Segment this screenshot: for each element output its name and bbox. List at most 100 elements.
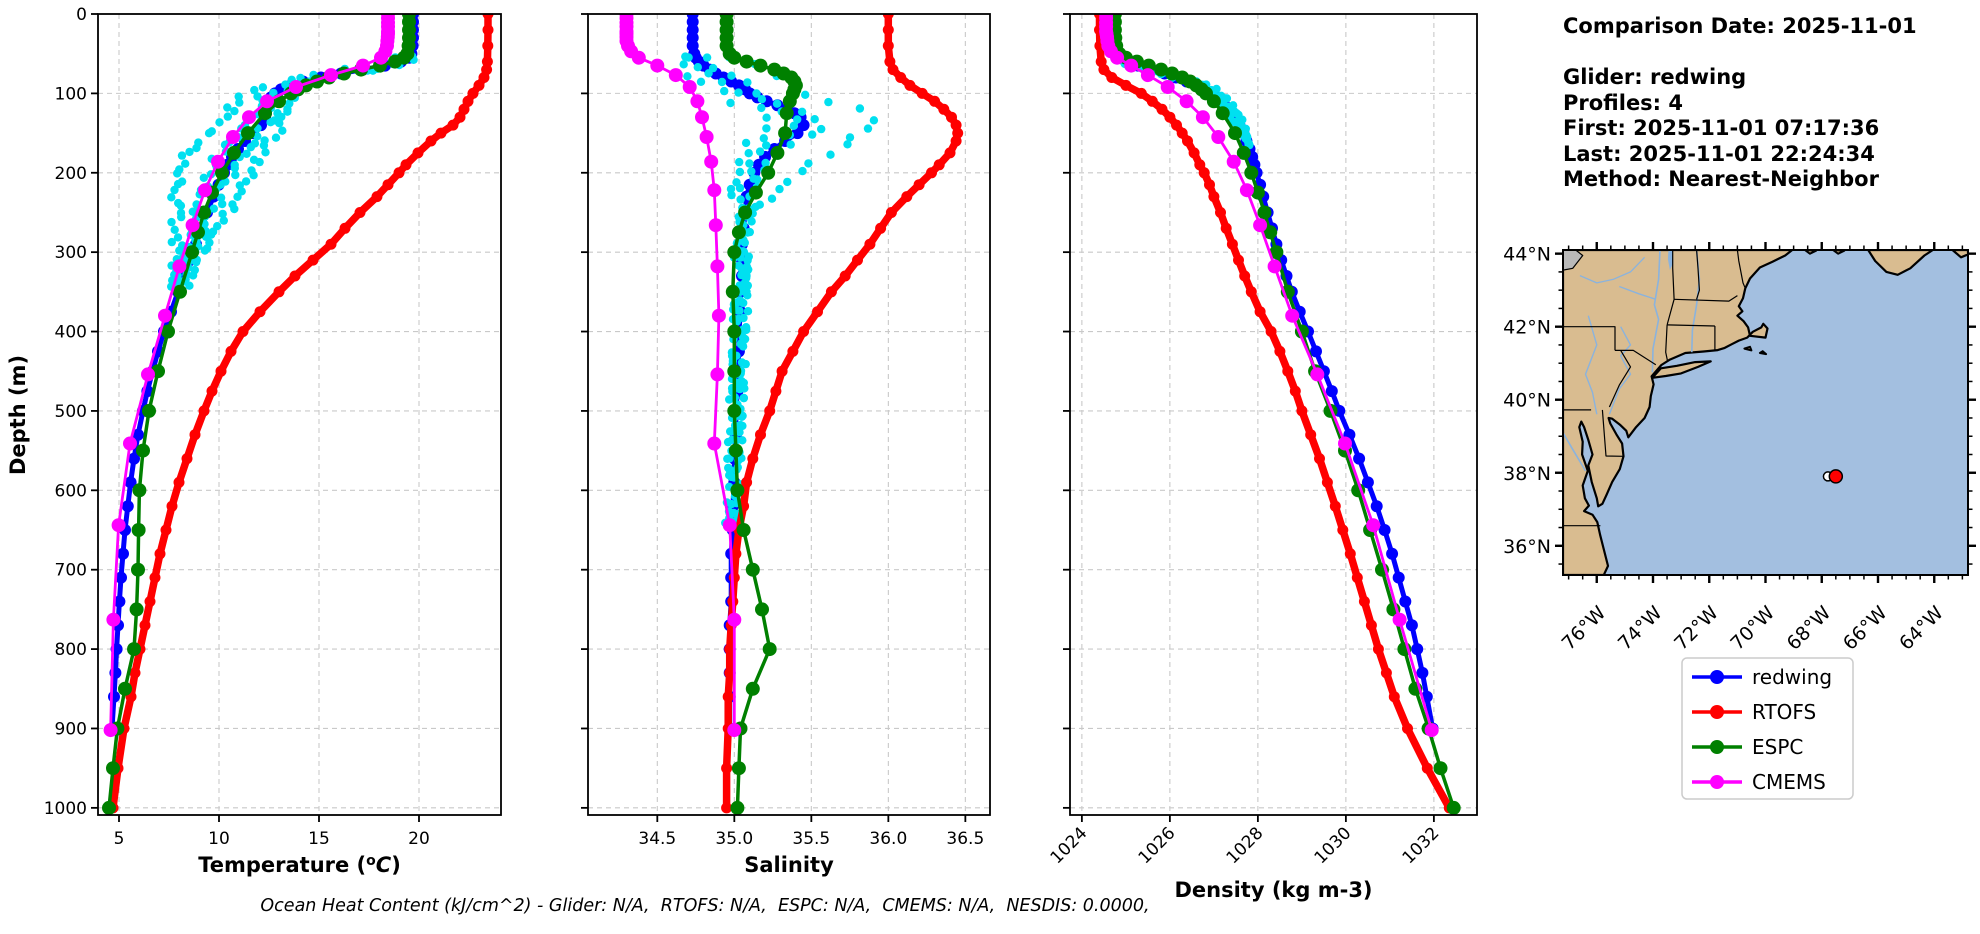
lake-ontario: [1563, 250, 1584, 271]
marthas-vineyard: [1743, 345, 1753, 352]
x-tick-label: 1032: [1399, 823, 1444, 868]
legend-label: redwing: [1752, 665, 1832, 689]
x-tick-label: 35.5: [792, 829, 830, 849]
depth-tick-label: 0: [76, 5, 87, 25]
delaware-river: [1608, 326, 1632, 415]
axes-frame: [97, 13, 502, 816]
state-border: [1601, 409, 1624, 457]
legend: redwing RTOFS ESPC CMEMS: [1681, 657, 1854, 800]
map-lon-tick-label: 70°W: [1726, 602, 1779, 655]
glider-scatter: [679, 52, 879, 527]
depth-tick-label: 800: [55, 640, 87, 660]
state-border: [1563, 326, 1616, 351]
x-tick-label: 36.5: [946, 829, 984, 849]
series-markers-ESPC: [102, 14, 416, 815]
legend-marker-swatch: [1710, 740, 1724, 754]
legend-marker-swatch: [1710, 775, 1724, 789]
grid-lines: [98, 14, 501, 815]
legend-box: [1681, 657, 1854, 800]
depth-tick-label: 900: [55, 719, 87, 739]
x-tick-label: 15: [308, 829, 330, 849]
depth-tick-label: 200: [55, 164, 87, 184]
axes-frame: [587, 13, 991, 816]
legend-entry-ESPC: ESPC: [1692, 735, 1803, 759]
x-tick-label: 35.0: [715, 829, 753, 849]
series-markers-redwing: [1106, 14, 1439, 735]
x-tick-label: 1030: [1311, 823, 1356, 868]
mainland-coast: [1563, 250, 1794, 575]
map-lat-tick-label: 44°N: [1503, 244, 1551, 266]
lake-champlain: [1667, 250, 1674, 271]
x-tick-label: 5: [114, 829, 125, 849]
x-axis-title: Salinity: [744, 853, 834, 877]
x-axis-ticks: 5 10 15 20: [114, 815, 430, 849]
series-line-CMEMS: [1104, 14, 1434, 731]
x-axis-ticks: 1024 1026 1028 1030 1032: [1047, 815, 1444, 868]
depth-tick-label: 400: [55, 323, 87, 343]
temperature-plot: 5 10 15 2001002003004005006007008009001000T…: [44, 5, 502, 877]
ocean-heat-content-footer: Ocean Heat Content (kJ/cm^2) - Glider: N…: [260, 896, 1150, 916]
long-island: [1651, 360, 1712, 379]
series-markers-CMEMS: [619, 14, 742, 738]
comparison-position-marker: [1828, 469, 1844, 484]
info-panel: Comparison Date: 2025-11-01 Glider: redw…: [1563, 14, 1917, 193]
legend-marker-swatch: [1710, 705, 1724, 719]
hudson-river: [1651, 250, 1661, 373]
series-markers-RTOFS: [1094, 14, 1455, 814]
map-lat-tick-label: 42°N: [1503, 317, 1551, 339]
depth-tick-label: 300: [55, 243, 87, 263]
location-map: 76°W 74°W 72°W 70°W 68°W 66°W 64°W 44°N 42°N 40°N…: [1503, 242, 1976, 655]
x-tick-label: 20: [408, 829, 430, 849]
grid-lines: [588, 14, 990, 815]
map-lat-tick-label: 36°N: [1503, 536, 1551, 558]
state-border: [1667, 324, 1715, 327]
series-line-RTOFS: [1095, 14, 1453, 810]
x-axis-title: Temperature (oC): [198, 853, 401, 877]
x-tick-label: 34.5: [638, 829, 676, 849]
depth-tick-label: 1000: [44, 799, 87, 819]
x-tick-label: 1028: [1223, 823, 1268, 868]
glider-name-text: Glider: redwing: [1563, 65, 1747, 89]
map-ticks: [1555, 242, 1976, 583]
depth-tick-label: 700: [55, 561, 87, 581]
density-plot: 1024 1026 1028 1030 1032 Density (kg m-3): [1047, 13, 1478, 902]
salinity-plot: 34.5 35.0 35.5 36.0 36.5 Salinity: [581, 13, 991, 877]
x-tick-label: 1026: [1135, 823, 1180, 868]
series-markers-CMEMS: [103, 14, 395, 738]
x-axis-title: Density (kg m-3): [1174, 878, 1372, 902]
series-markers-CMEMS: [1099, 14, 1439, 738]
legend-entry-CMEMS: CMEMS: [1692, 770, 1826, 794]
x-tick-label: 1024: [1047, 823, 1092, 868]
state-border: [1666, 299, 1675, 326]
state-border: [1608, 350, 1632, 408]
profiles-count-text: Profiles: 4: [1563, 90, 1684, 115]
nantucket: [1758, 350, 1768, 356]
depth-tick-label: 100: [55, 84, 87, 104]
depth-tick-label: 500: [55, 402, 87, 422]
method-text: Method: Nearest-Neighbor: [1563, 167, 1879, 191]
map-lat-tick-label: 38°N: [1503, 463, 1551, 485]
map-lon-tick-label: 74°W: [1614, 602, 1667, 655]
map-lon-tick-label: 66°W: [1839, 602, 1892, 655]
series-markers-RTOFS: [107, 14, 494, 814]
y-axis-ticks: [581, 13, 588, 809]
state-border: [1665, 324, 1669, 362]
legend-label: ESPC: [1752, 735, 1803, 759]
series-line-ESPC: [1113, 14, 1456, 809]
last-profile-time-text: Last: 2025-11-01 22:24:34: [1563, 141, 1875, 166]
y-axis-ticks: 0 100 200 300 400 500 600 700 800 900 1000: [44, 5, 98, 819]
map-lon-tick-label: 72°W: [1670, 602, 1723, 655]
y-axis-ticks: [1063, 13, 1070, 809]
susquehanna-river: [1584, 315, 1598, 415]
state-border: [1674, 295, 1738, 302]
legend-marker-swatch: [1710, 670, 1724, 684]
map-lon-tick-label: 76°W: [1558, 602, 1611, 655]
map-lon-tick-label: 64°W: [1895, 602, 1948, 655]
legend-entry-RTOFS: RTOFS: [1692, 700, 1816, 724]
legend-label: CMEMS: [1752, 770, 1826, 794]
state-border: [1696, 250, 1701, 300]
state-border: [1736, 250, 1746, 289]
comparison-date-text: Comparison Date: 2025-11-01: [1563, 14, 1917, 38]
nova-scotia-corner: [1951, 250, 1968, 259]
